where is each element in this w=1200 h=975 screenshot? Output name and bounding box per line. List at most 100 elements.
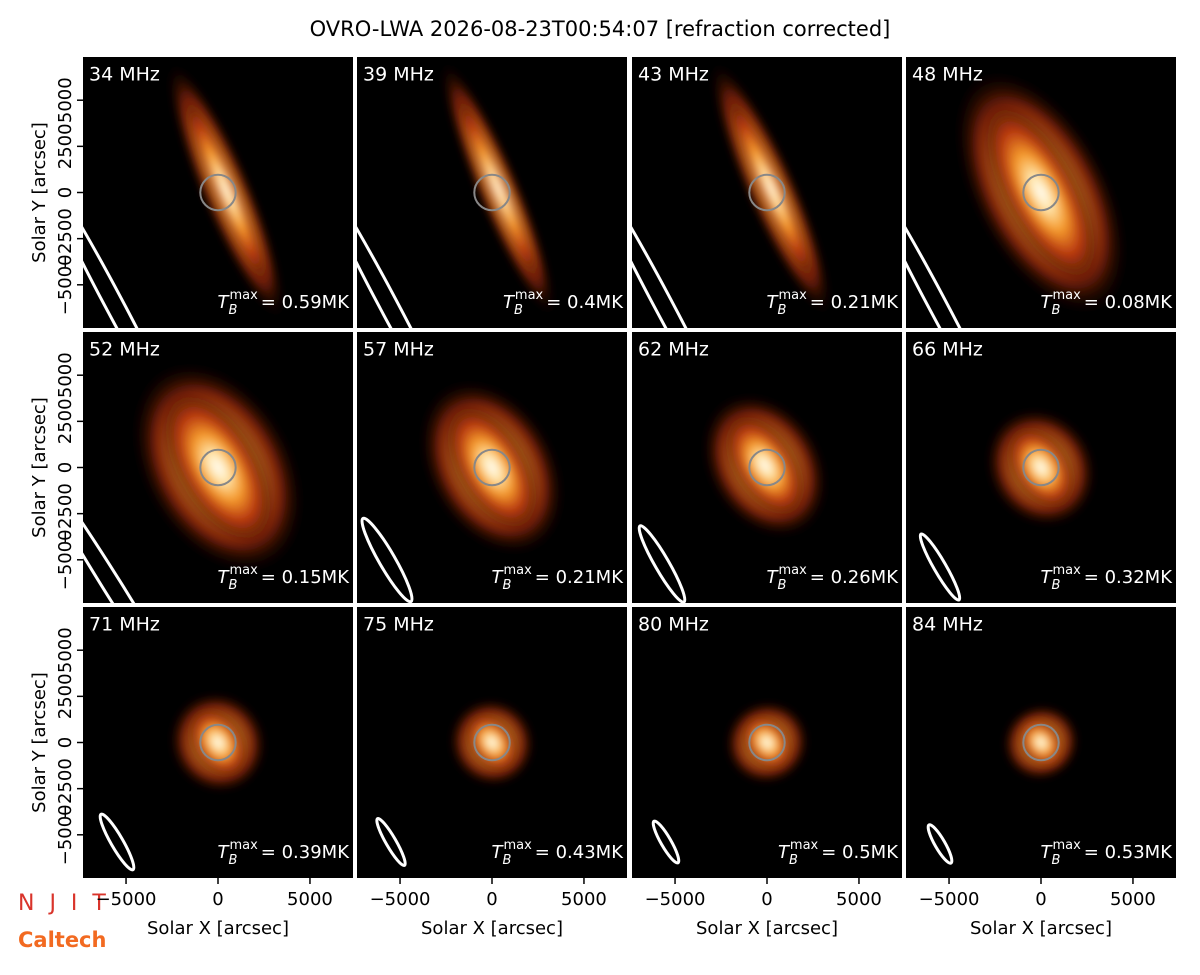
beam	[651, 819, 681, 865]
solar-disk	[748, 448, 786, 487]
y-tick-label: 5000	[55, 627, 76, 673]
tmax-sup: max	[229, 563, 258, 578]
emission-core	[740, 713, 794, 772]
solar-disk	[748, 723, 786, 762]
y-tick-label: 0	[55, 737, 76, 748]
tmax-symbol: T	[1041, 567, 1054, 588]
tmax-value: = 0.59MK	[261, 292, 350, 313]
y-tick-label: −2500	[55, 208, 76, 269]
panel	[906, 57, 1176, 328]
panel	[83, 57, 353, 328]
tmax-sup: max	[503, 563, 532, 578]
x-tick-label: 5000	[561, 889, 607, 910]
y-tick-label: 2500	[55, 673, 76, 719]
panel	[357, 607, 627, 878]
panel	[83, 332, 353, 603]
x-tick-label: 0	[1035, 889, 1046, 910]
x-tick-label: 5000	[836, 889, 882, 910]
tmax-label: TBmax = 0.4MK	[503, 288, 624, 318]
tmax-sup: max	[778, 563, 807, 578]
tmax-symbol: T	[778, 842, 791, 863]
tmax-label: TBmax = 0.21MK	[492, 563, 625, 593]
tmax-sub: B	[778, 303, 787, 318]
tmax-value: = 0.4MK	[546, 292, 624, 313]
tmax-sub: B	[789, 853, 798, 868]
tmax-value: = 0.32MK	[1084, 567, 1173, 588]
tmax-value: = 0.39MK	[261, 842, 350, 863]
emission-core	[187, 706, 249, 779]
logo-njit: N J I T	[18, 891, 110, 916]
tmax-symbol: T	[492, 842, 505, 863]
tmax-label: TBmax = 0.26MK	[767, 563, 900, 593]
tmax-sup: max	[229, 288, 258, 303]
y-axis-label: Solar Y [arcsec]	[29, 122, 50, 263]
tmax-sub: B	[229, 578, 238, 593]
panel	[632, 607, 902, 878]
emission-core	[464, 711, 520, 774]
solar-disk	[473, 723, 511, 762]
y-tick-label: −5000	[55, 804, 76, 865]
tmax-label: TBmax = 0.21MK	[767, 288, 900, 318]
x-axis-label: Solar X [arcsec]	[970, 918, 1112, 939]
x-tick-label: 5000	[287, 889, 333, 910]
y-tick-label: −2500	[55, 483, 76, 544]
panel	[906, 607, 1176, 878]
solar-disk	[1022, 173, 1060, 212]
y-tick-label: 0	[55, 462, 76, 473]
x-axis-label: Solar X [arcsec]	[421, 918, 563, 939]
tmax-sup: max	[778, 288, 807, 303]
tmax-value: = 0.21MK	[535, 567, 624, 588]
tmax-label: TBmax = 0.39MK	[218, 838, 351, 868]
panel	[632, 57, 902, 328]
freq-label: 57 MHz	[363, 339, 434, 361]
freq-label: 39 MHz	[363, 64, 434, 86]
emission-core	[1005, 424, 1077, 511]
beam	[360, 516, 414, 603]
tmax-sup: max	[1052, 563, 1081, 578]
panel	[83, 607, 353, 878]
tmax-sub: B	[503, 578, 512, 593]
solar-disk	[473, 448, 511, 487]
tmax-symbol: T	[503, 292, 516, 313]
y-tick-label: 5000	[55, 352, 76, 398]
tmax-sub: B	[503, 853, 512, 868]
tmax-label: TBmax = 0.15MK	[218, 563, 351, 593]
tmax-value: = 0.26MK	[810, 567, 899, 588]
tmax-symbol: T	[218, 292, 231, 313]
tmax-sup: max	[515, 288, 544, 303]
beam	[632, 167, 735, 328]
emission-core	[182, 93, 270, 288]
emission-core	[726, 92, 816, 285]
y-tick-label: 2500	[55, 123, 76, 169]
figure-title: OVRO-LWA 2026-08-23T00:54:07 [refraction…	[310, 17, 891, 41]
emission-core	[161, 389, 275, 546]
y-tick-label: −5000	[55, 529, 76, 590]
tmax-value: = 0.43MK	[535, 842, 624, 863]
solar-disk	[473, 173, 511, 212]
y-tick-label: −5000	[55, 254, 76, 315]
tmax-symbol: T	[218, 567, 231, 588]
tmax-sub: B	[1052, 303, 1061, 318]
x-tick-label: 0	[212, 889, 223, 910]
x-axis-label: Solar X [arcsec]	[696, 918, 838, 939]
tmax-symbol: T	[767, 567, 780, 588]
solar-disk	[199, 448, 237, 487]
freq-label: 34 MHz	[89, 64, 160, 86]
freq-label: 62 MHz	[638, 339, 709, 361]
tmax-sub: B	[778, 578, 787, 593]
tmax-sup: max	[503, 838, 532, 853]
emission-core	[444, 403, 540, 532]
tmax-sub: B	[229, 853, 238, 868]
tmax-label: TBmax = 0.43MK	[492, 838, 625, 868]
freq-label: 84 MHz	[912, 614, 983, 636]
tmax-symbol: T	[1041, 842, 1054, 863]
solar-disk	[1022, 448, 1060, 487]
solar-disk	[1022, 723, 1060, 762]
solar-disk	[199, 723, 237, 762]
tmax-value: = 0.5MK	[821, 842, 899, 863]
tmax-value: = 0.53MK	[1084, 842, 1173, 863]
emission-core	[982, 101, 1100, 284]
beam	[926, 823, 954, 865]
x-tick-label: −5000	[370, 889, 431, 910]
freq-label: 43 MHz	[638, 64, 709, 86]
